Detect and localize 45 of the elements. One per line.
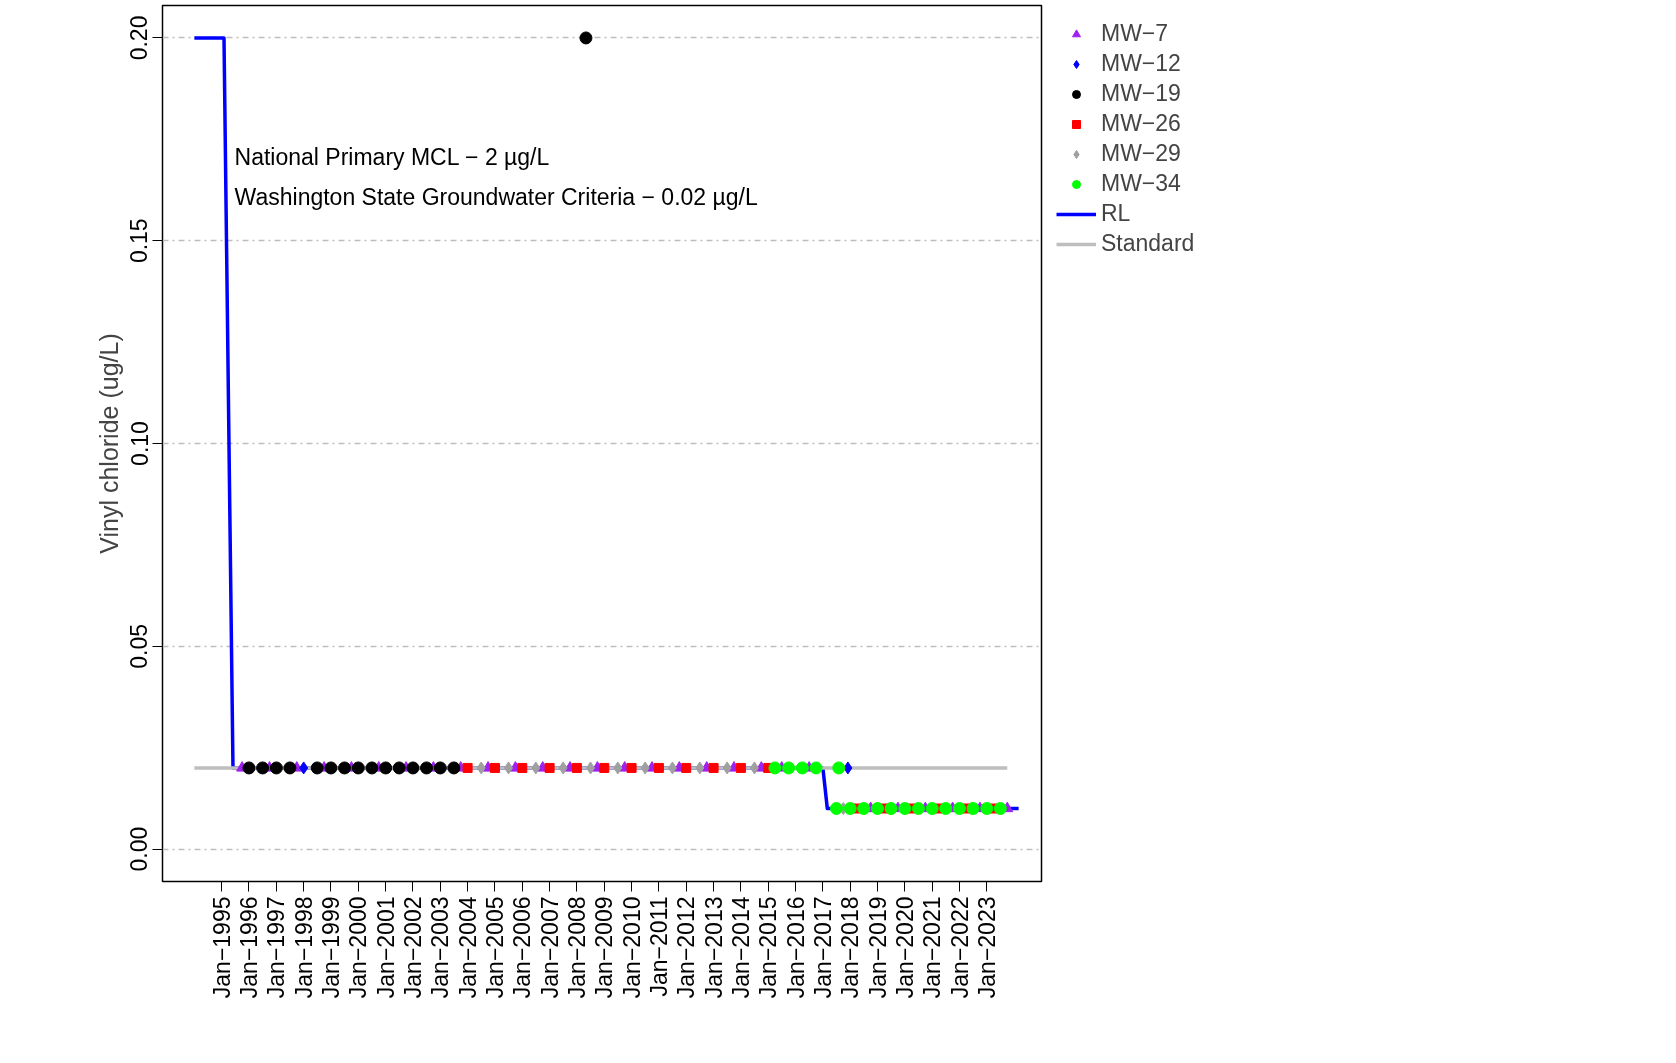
x-tick-label: Jan−2005	[481, 896, 508, 999]
y-axis-title: Vinyl chloride (ug/L)	[94, 333, 123, 554]
legend-label: MW−7	[1101, 20, 1170, 47]
x-tick-label: Jan−1997	[263, 896, 290, 999]
x-tick-label: Jan−2002	[399, 896, 426, 999]
x-tick-label: Jan−2009	[591, 896, 618, 999]
x-tick-label: Jan−2000	[345, 896, 372, 999]
y-tick-label: 0.10	[126, 421, 153, 466]
x-tick-label: Jan−2021	[919, 896, 946, 999]
legend-label: Standard	[1101, 230, 1196, 257]
x-tick-label: Jan−2017	[809, 896, 836, 999]
x-tick-label: Jan−2006	[509, 896, 536, 999]
annotation: Washington State Groundwater Criteria − 0.02 µg/L	[234, 184, 758, 211]
y-tick-label: 0.20	[126, 15, 153, 61]
x-tick-label: Jan−2007	[536, 896, 563, 999]
x-tick-label: Jan−2001	[372, 896, 399, 999]
annotation: National Primary MCL − 2 µg/L	[234, 144, 550, 171]
x-tick-label: Jan−2014	[727, 896, 754, 999]
legend-label: MW−29	[1101, 140, 1182, 167]
x-tick-label: Jan−2010	[618, 896, 645, 999]
x-tick-label: Jan−2015	[755, 896, 782, 999]
x-tick-label: Jan−1998	[290, 896, 317, 999]
x-tick-label: Jan−2011	[645, 896, 672, 997]
legend-label: MW−34	[1101, 170, 1182, 197]
legend-label: MW−26	[1101, 110, 1182, 137]
x-tick-label: Jan−1995	[208, 896, 235, 999]
x-tick-label: Jan−1996	[235, 896, 262, 999]
x-tick-label: Jan−2016	[782, 896, 809, 999]
x-tick-label: Jan−2019	[864, 896, 891, 999]
x-tick-label: Jan−2004	[454, 896, 481, 999]
x-tick-label: Jan−1999	[317, 896, 344, 999]
y-tick-label: 0.05	[126, 623, 153, 669]
x-tick-label: Jan−2008	[563, 896, 590, 999]
x-tick-label: Jan−2022	[946, 896, 973, 999]
legend-label: MW−19	[1101, 80, 1182, 107]
x-tick-label: Jan−2012	[673, 896, 700, 999]
x-tick-label: Jan−2003	[427, 896, 454, 999]
legend-label: MW−12	[1101, 50, 1182, 77]
x-tick-label: Jan−2013	[700, 896, 727, 999]
x-tick-label: Jan−2020	[891, 896, 918, 999]
x-tick-label: Jan−2018	[837, 896, 864, 999]
y-tick-label: 0.15	[126, 218, 153, 264]
y-tick-label: 0.00	[126, 826, 153, 872]
legend-label: RL	[1101, 200, 1132, 227]
x-tick-label: Jan−2023	[973, 896, 1000, 999]
